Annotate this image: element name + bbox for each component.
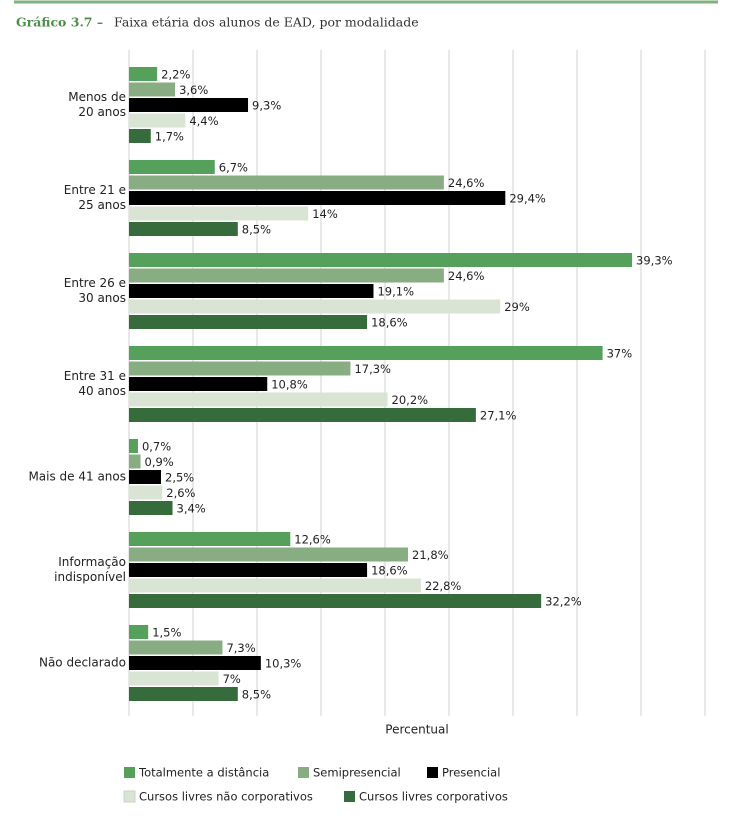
bar [129, 408, 476, 422]
bar [129, 160, 215, 174]
value-label: 0,9% [145, 455, 174, 469]
bar [129, 532, 291, 546]
value-label: 3,6% [179, 83, 208, 97]
category-label: Mais de 41 anos [28, 469, 126, 484]
value-label: 0,7% [142, 440, 171, 454]
bar [129, 206, 309, 221]
bar [129, 485, 163, 500]
legend-swatch [298, 767, 309, 778]
bar [129, 377, 268, 391]
value-label: 9,3% [252, 99, 281, 113]
bar [129, 625, 149, 639]
bar [129, 253, 633, 267]
value-label: 2,6% [166, 486, 195, 500]
value-label: 8,5% [242, 688, 271, 702]
value-label: 32,2% [545, 595, 582, 609]
legend-label: Semipresencial [313, 766, 401, 780]
bar [129, 470, 161, 484]
value-label: 12,6% [294, 533, 331, 547]
bar [129, 640, 223, 655]
category-label: Informação indisponível [54, 555, 126, 584]
value-label: 7% [223, 672, 241, 686]
bar [129, 175, 444, 190]
bar [129, 361, 351, 376]
value-label: 19,1% [377, 285, 414, 299]
legend-label: Presencial [442, 766, 500, 780]
x-axis-label: Percentual [385, 723, 448, 737]
bar [129, 222, 238, 236]
value-label: 18,6% [371, 316, 408, 330]
value-label: 24,6% [448, 269, 485, 283]
legend-swatch [124, 767, 135, 778]
bar [129, 594, 542, 608]
bar [129, 671, 219, 686]
value-label: 8,5% [242, 223, 271, 237]
bar [129, 501, 173, 515]
value-label: 29% [504, 300, 530, 314]
legend-swatch [344, 791, 355, 802]
value-label: 37% [607, 347, 633, 361]
bar [129, 656, 261, 670]
legend-swatch [427, 767, 438, 778]
value-label: 27,1% [480, 409, 517, 423]
value-label: 1,7% [155, 130, 184, 144]
bar [129, 439, 138, 453]
value-label: 39,3% [636, 254, 673, 268]
bar [129, 82, 176, 97]
title-label: Gráfico 3.7 – [16, 15, 103, 30]
value-label: 2,2% [161, 68, 190, 82]
bar [129, 454, 141, 469]
value-label: 14% [312, 207, 338, 221]
category-label: Entre 21 e 25 anos [63, 183, 126, 212]
legend-label: Totalmente a distância [138, 766, 269, 780]
value-label: 1,5% [152, 626, 181, 640]
value-label: 24,6% [448, 176, 485, 190]
value-label: 2,5% [165, 471, 194, 485]
bar [129, 346, 603, 360]
category-label: Menos de 20 anos [68, 90, 126, 119]
bar [129, 392, 388, 407]
bar [129, 547, 409, 562]
bar [129, 315, 368, 329]
bar [129, 284, 374, 298]
bar [129, 191, 506, 205]
bar [129, 578, 421, 593]
value-label: 6,7% [219, 161, 248, 175]
chart-title: Faixa etária dos alunos de EAD, por moda… [114, 15, 419, 30]
legend-label: Cursos livres não corporativos [139, 790, 313, 804]
category-label: Entre 26 e 30 anos [63, 276, 126, 305]
category-label: Não declarado [38, 655, 126, 670]
bar [129, 67, 158, 81]
legend-swatch [123, 790, 136, 803]
value-label: 21,8% [412, 548, 449, 562]
value-label: 22,8% [425, 579, 462, 593]
value-label: 3,4% [177, 502, 206, 516]
bar [129, 563, 368, 577]
value-label: 4,4% [189, 114, 218, 128]
bar [129, 129, 151, 143]
value-label: 7,3% [226, 641, 255, 655]
bar [129, 687, 238, 701]
value-label: 17,3% [354, 362, 391, 376]
bar [129, 98, 249, 112]
value-label: 29,4% [509, 192, 546, 206]
bar [129, 299, 501, 314]
value-label: 18,6% [371, 564, 408, 578]
value-label: 10,8% [271, 378, 308, 392]
category-label: Entre 31 e 40 anos [63, 369, 126, 398]
bar [129, 113, 186, 128]
value-label: 20,2% [392, 393, 429, 407]
legend-label: Cursos livres corporativos [359, 790, 508, 804]
bar [129, 268, 444, 283]
value-label: 10,3% [265, 657, 302, 671]
